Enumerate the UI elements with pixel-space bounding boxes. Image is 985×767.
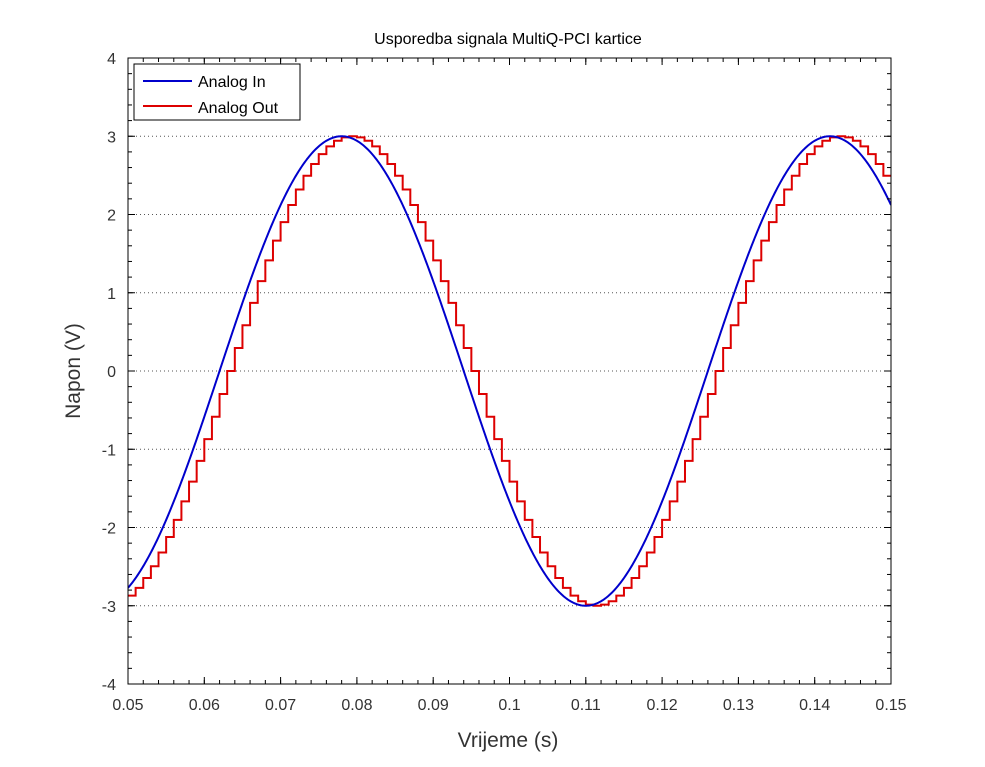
y-tick-label: 4 — [107, 51, 116, 68]
x-tick-label: 0.1 — [498, 697, 520, 714]
y-tick-label: -2 — [102, 521, 116, 538]
chart-title: Usporedba signala MultiQ-PCI kartice — [374, 31, 642, 48]
x-tick-label: 0.09 — [418, 697, 449, 714]
legend-box — [133, 63, 301, 121]
x-tick-label: 0.06 — [189, 697, 220, 714]
x-tick-label: 0.07 — [265, 697, 296, 714]
tick-labels: -4 -3 -2 -1 0 1 2 3 4 0.05 0.06 0.07 0.08 0.09 0.1 0.11… — [102, 51, 907, 714]
x-tick-label: 0.14 — [799, 697, 830, 714]
x-tick-label: 0.05 — [112, 697, 143, 714]
series-layer — [128, 135, 891, 607]
y-tick-label: 0 — [107, 364, 116, 381]
x-tick-label: 0.12 — [647, 697, 678, 714]
y-tick-label: -1 — [102, 442, 116, 459]
x-tick-label: 0.11 — [571, 697, 601, 714]
y-tick-label: -4 — [102, 677, 116, 694]
y-tick-label: -3 — [102, 599, 116, 616]
y-tick-label: 3 — [107, 129, 116, 146]
x-axis-title: Vrijeme (s) — [458, 729, 559, 752]
x-tick-label: 0.08 — [341, 697, 372, 714]
series-line-analog-in — [128, 135, 891, 607]
legend-label-analog-in: Analog In — [198, 74, 266, 91]
axis-ticks — [127, 57, 892, 685]
y-tick-label: 1 — [107, 286, 116, 303]
legend-label-analog-out: Analog Out — [198, 100, 279, 117]
series-line-analog-out — [128, 135, 891, 607]
legend: Analog In Analog Out — [133, 63, 301, 121]
x-tick-label: 0.13 — [723, 697, 754, 714]
x-tick-label: 0.15 — [875, 697, 906, 714]
y-tick-label: 2 — [107, 208, 116, 225]
y-axis-title: Napon (V) — [62, 323, 85, 419]
